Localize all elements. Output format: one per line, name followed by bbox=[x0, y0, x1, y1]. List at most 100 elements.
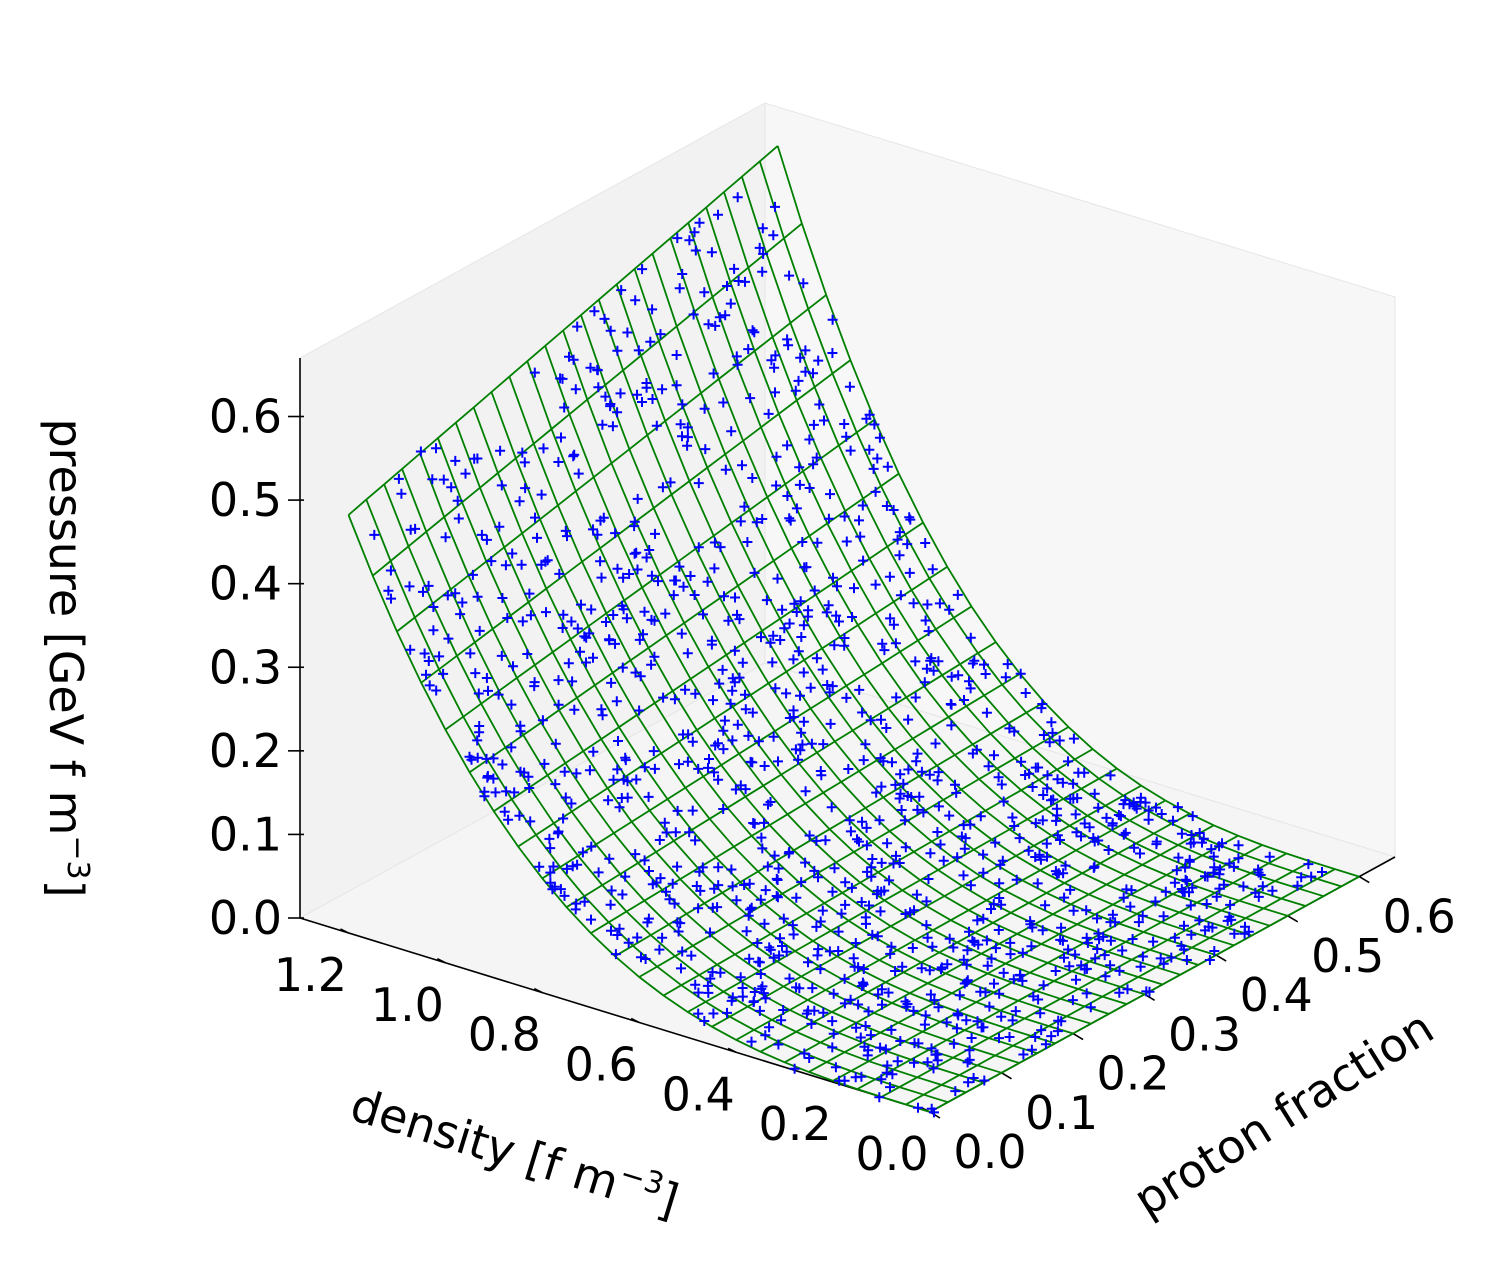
scatter-point bbox=[455, 609, 466, 620]
scatter-point bbox=[693, 987, 704, 998]
scatter-point bbox=[1200, 925, 1211, 936]
scatter-point bbox=[541, 607, 551, 618]
scatter-point bbox=[668, 590, 679, 601]
scatter-point bbox=[593, 867, 604, 878]
scatter-point bbox=[1030, 818, 1041, 829]
scatter-point bbox=[968, 1073, 979, 1083]
scatter-point bbox=[1070, 809, 1081, 820]
scatter-point bbox=[791, 503, 802, 514]
scatter-point bbox=[658, 692, 669, 703]
scatter-point bbox=[834, 616, 844, 627]
scatter-point bbox=[1093, 928, 1104, 939]
scatter-point bbox=[1082, 937, 1093, 948]
scatter-point bbox=[718, 744, 729, 755]
scatter-point bbox=[890, 638, 901, 649]
scatter-point bbox=[994, 893, 1005, 903]
scatter-point bbox=[808, 368, 818, 379]
x-tick-label: 0.2 bbox=[758, 1097, 831, 1151]
scatter-point bbox=[1015, 969, 1025, 980]
scatter-point bbox=[699, 1016, 710, 1026]
scatter-point bbox=[639, 855, 650, 866]
scatter-point bbox=[1037, 925, 1048, 936]
scatter-point bbox=[1209, 946, 1220, 956]
scatter-point bbox=[919, 1019, 930, 1030]
scatter-point bbox=[905, 907, 916, 918]
scatter-point bbox=[601, 617, 611, 627]
scatter-point bbox=[958, 954, 969, 965]
scatter-point bbox=[592, 364, 603, 375]
scatter-point bbox=[927, 564, 938, 575]
scatter-point bbox=[860, 739, 871, 750]
scatter-point bbox=[555, 884, 566, 895]
scatter-point bbox=[645, 336, 656, 347]
scatter-point bbox=[1107, 909, 1118, 920]
scatter-point bbox=[622, 327, 633, 338]
scatter-point bbox=[876, 857, 887, 868]
scatter-point bbox=[840, 899, 851, 910]
scatter-point bbox=[1238, 881, 1249, 892]
scatter-point bbox=[651, 420, 662, 431]
scatter-point bbox=[678, 729, 688, 740]
scatter-point bbox=[771, 891, 782, 901]
scatter-point bbox=[811, 452, 822, 463]
scatter-point bbox=[506, 742, 517, 753]
scatter-point bbox=[872, 931, 883, 942]
scatter-point bbox=[631, 547, 642, 558]
scatter-point bbox=[954, 990, 965, 1001]
scatter-point bbox=[784, 270, 795, 281]
scatter-point bbox=[610, 949, 621, 960]
scatter-point bbox=[820, 835, 831, 846]
scatter-point bbox=[544, 833, 555, 844]
scatter-point bbox=[808, 419, 819, 430]
scatter-point bbox=[829, 863, 840, 874]
surface-line bbox=[562, 330, 1145, 996]
scatter-point bbox=[497, 759, 508, 770]
scatter-point bbox=[1027, 782, 1038, 792]
scatter-point bbox=[708, 695, 718, 706]
scatter-point bbox=[596, 572, 607, 583]
scatter-point bbox=[632, 389, 642, 400]
scatter-point bbox=[828, 988, 839, 999]
scatter-point bbox=[1056, 1016, 1067, 1027]
scatter-point bbox=[848, 953, 859, 964]
scatter-point bbox=[757, 514, 768, 524]
scatter-point bbox=[560, 792, 571, 803]
z-axis-title-sup: −3 bbox=[60, 835, 95, 879]
scatter-point bbox=[554, 568, 565, 579]
y-axis: 0.00.10.20.30.40.50.6 bbox=[929, 856, 1456, 1179]
scatter-point bbox=[618, 604, 629, 615]
scatter-point bbox=[845, 994, 856, 1005]
scatter-point bbox=[1214, 883, 1225, 894]
scatter-point bbox=[860, 1021, 871, 1031]
scatter-point bbox=[1090, 953, 1101, 964]
z-axis-title: pressure [GeV f m−3] bbox=[39, 418, 95, 897]
scatter-point bbox=[746, 902, 757, 913]
scatter-point bbox=[768, 630, 779, 641]
scatter-point bbox=[818, 739, 829, 750]
scatter-point bbox=[771, 480, 782, 491]
scatter-point bbox=[688, 309, 699, 320]
scatter-point bbox=[718, 397, 729, 408]
scatter-point bbox=[903, 764, 914, 775]
scatter-point bbox=[732, 359, 743, 370]
scatter-point bbox=[571, 768, 582, 779]
surface-line bbox=[347, 514, 931, 1113]
scatter-point bbox=[481, 673, 492, 683]
scatter-point bbox=[862, 866, 873, 877]
scatter-point bbox=[920, 1010, 931, 1021]
scatter-point bbox=[612, 930, 623, 940]
scatter-point bbox=[978, 1022, 989, 1033]
x-tick-label: 1.2 bbox=[274, 948, 347, 1002]
scatter-point bbox=[569, 704, 580, 715]
scatter-point bbox=[515, 766, 526, 777]
scatter-point bbox=[836, 908, 847, 919]
surface-line bbox=[454, 422, 1038, 1055]
scatter-point bbox=[858, 555, 869, 566]
scatter-point bbox=[748, 997, 759, 1007]
scatter-point bbox=[734, 672, 745, 683]
scatter-point bbox=[964, 926, 974, 937]
scatter-point bbox=[1317, 867, 1327, 877]
scatter-point bbox=[718, 804, 729, 814]
scatter-point bbox=[690, 688, 701, 699]
scatter-point bbox=[863, 1006, 874, 1017]
